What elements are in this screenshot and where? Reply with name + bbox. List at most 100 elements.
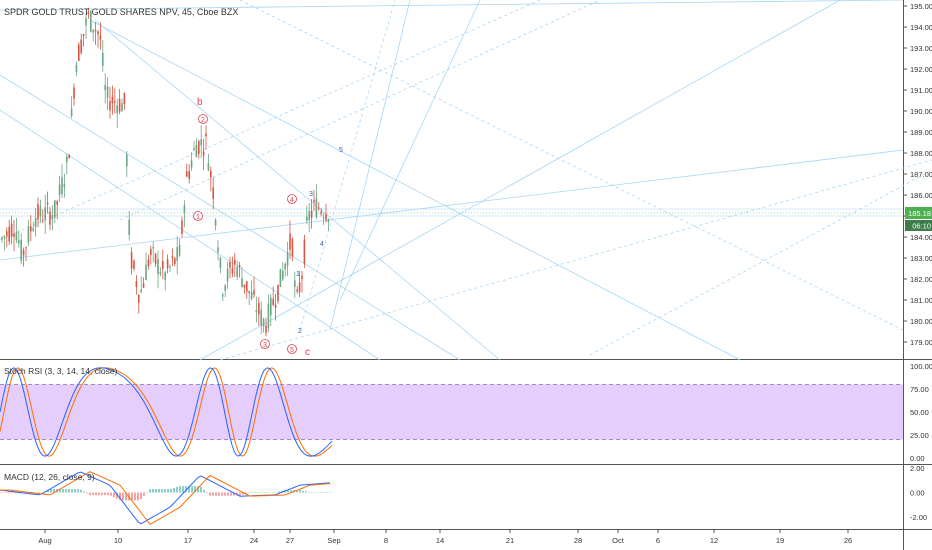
candle-body	[255, 310, 258, 313]
macd-histogram-bar	[0, 492, 1, 493]
candle-body	[318, 207, 320, 209]
candlestick-series[interactable]	[1, 7, 330, 337]
candle-body	[258, 302, 260, 315]
time-tick-label: 14	[436, 536, 444, 545]
macd-histogram-bar	[110, 492, 112, 496]
candle-body	[94, 29, 97, 32]
macd-histogram-bar	[278, 491, 280, 493]
candle-body	[166, 259, 169, 269]
candle-body	[18, 240, 20, 244]
macd-histogram-bar	[281, 490, 283, 493]
candle-body	[198, 140, 200, 155]
stoch-rsi-pane[interactable]: Stoch RSI (3, 3, 14, 14, close)	[0, 366, 903, 457]
trendlines[interactable]	[0, 0, 932, 361]
macd-histogram-bar	[245, 492, 247, 494]
trendline	[299, 0, 396, 331]
macd-histogram-bar	[182, 486, 184, 493]
trendline	[589, 169, 932, 356]
macd-histogram-bar	[113, 492, 115, 498]
time-tick-label: 6	[656, 536, 660, 545]
macd-histogram-bar	[224, 492, 226, 496]
candle-body	[68, 154, 70, 159]
macd-histogram-bar	[215, 492, 217, 496]
candle-body	[145, 264, 147, 280]
candle-body	[262, 318, 265, 327]
time-axis[interactable]: Aug 10 17 24 27 Sep 8 14 21 28 Oct 6 12 19 26	[38, 529, 852, 545]
candle-body	[70, 108, 73, 117]
macd-histogram-bar	[11, 492, 13, 494]
candle-body	[87, 11, 90, 14]
macd-histogram-bar	[302, 490, 304, 493]
candle-body	[226, 268, 229, 282]
wave-labels[interactable]: 2 1 4 3 5 b c 1 2 3 4 5	[193, 97, 344, 358]
candle-body	[272, 298, 274, 305]
macd-histogram-bar	[167, 489, 169, 493]
wave-label-w3: 3	[309, 191, 313, 198]
wave-circle	[287, 344, 297, 354]
candle-body	[310, 210, 313, 218]
stoch-rsi-tick-label: 50.00	[910, 408, 929, 417]
candle-body	[73, 87, 75, 99]
candle-body	[37, 203, 39, 220]
candle-body	[327, 219, 330, 222]
candle-body	[243, 284, 246, 288]
macd-histogram-bar	[185, 486, 187, 493]
macd-histogram-bar	[248, 492, 250, 493]
candle-body	[121, 103, 123, 112]
macd-histogram-bar	[26, 492, 28, 494]
candle-body	[78, 44, 80, 62]
symbol-title: SPDR GOLD TRUST GOLD SHARES NPV, 45, Cbo…	[4, 7, 238, 17]
macd-line	[0, 471, 331, 525]
macd-tick-label: 2.00	[910, 464, 925, 473]
candle-body	[212, 187, 214, 199]
candle-body	[140, 289, 142, 292]
macd-pane[interactable]: MACD (12, 26, close, 9)	[0, 471, 331, 526]
candle-body	[174, 258, 176, 264]
macd-histogram-bar	[212, 492, 214, 496]
wave-circle	[287, 194, 297, 204]
price-tick-label: 194.00	[910, 23, 932, 32]
candle-body	[106, 86, 109, 98]
macd-histogram-bar	[188, 486, 190, 493]
macd-title: MACD (12, 26, close, 9)	[4, 472, 95, 482]
time-tick-label: Oct	[612, 536, 625, 545]
macd-histogram-bar	[89, 492, 91, 496]
macd-histogram-bar	[107, 492, 109, 496]
candle-body	[90, 11, 92, 32]
candle-body	[298, 282, 301, 293]
candle-body	[222, 294, 224, 297]
candle-body	[217, 247, 219, 253]
candle-body	[97, 31, 99, 35]
macd-tick-label: -2.00	[910, 513, 927, 522]
macd-histogram-bar	[233, 492, 235, 496]
macd-histogram-bar	[194, 486, 196, 493]
price-tick-label: 179.00	[910, 338, 932, 347]
candle-body	[214, 219, 217, 226]
candle-body	[260, 309, 262, 326]
wave-label-c5: 5	[290, 347, 294, 354]
price-tick-label: 181.00	[910, 296, 932, 305]
candle-body	[169, 266, 171, 268]
trendline	[0, 149, 904, 261]
macd-histogram-bar	[257, 492, 259, 493]
price-tick-label: 180.00	[910, 317, 932, 326]
macd-histogram-bar	[116, 492, 118, 499]
macd-histogram-bar	[200, 487, 202, 493]
candle-body	[231, 268, 234, 274]
candle-body	[32, 228, 34, 231]
wave-label-w2: 2	[298, 328, 302, 335]
price-axis[interactable]: 195.00 194.00 193.00 192.00 191.00 190.00 189.…	[903, 2, 932, 347]
candle-body	[253, 290, 255, 295]
macd-histogram-bar	[65, 489, 67, 493]
candle-body	[66, 156, 68, 163]
macd-histogram-bar	[155, 489, 157, 493]
macd-histogram-bar	[179, 486, 181, 493]
macd-histogram-bar	[314, 492, 316, 493]
macd-histogram-bar	[5, 492, 7, 493]
macd-signal-line	[0, 471, 331, 526]
price-pane[interactable]: 2 1 4 3 5 b c 1 2 3 4 5 SPDR GOLD TRUST GOLD SHARES…	[0, 0, 932, 361]
candle-body	[13, 233, 15, 237]
macd-histogram-bar	[254, 492, 256, 493]
stoch-rsi-tick-label: 100.00	[910, 362, 932, 371]
